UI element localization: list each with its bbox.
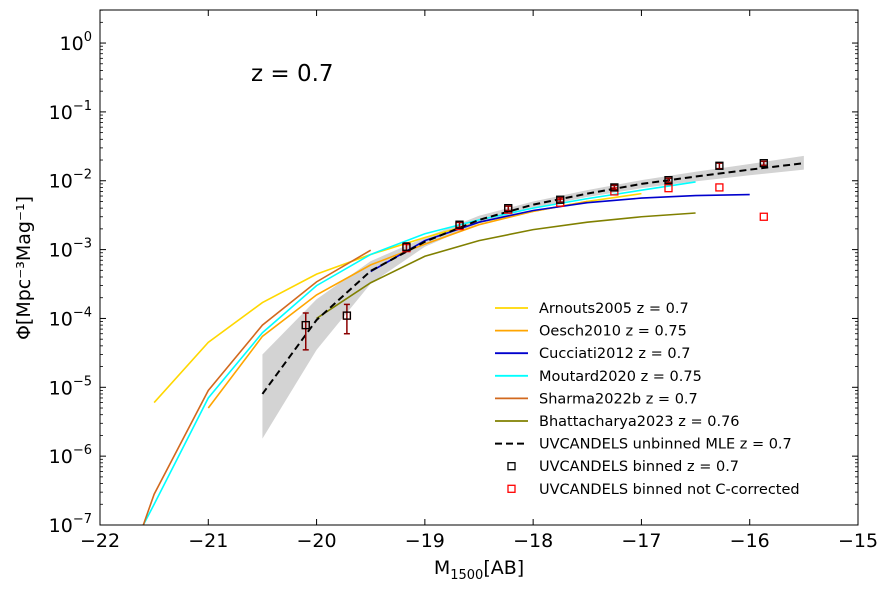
legend-marker bbox=[507, 462, 516, 471]
y-tick-label: 10−6 bbox=[49, 443, 92, 468]
legend-label: Moutard2020 z = 0.75 bbox=[539, 369, 702, 385]
series-line-5 bbox=[316, 212, 696, 320]
legend-label: Arnouts2005 z = 0.7 bbox=[539, 301, 689, 317]
binned-point bbox=[301, 320, 310, 330]
series-line-3 bbox=[142, 181, 696, 525]
y-tick-label: 10−7 bbox=[49, 512, 92, 537]
legend-label: Sharma2022b z = 0.7 bbox=[539, 391, 698, 407]
series-line-6 bbox=[261, 162, 804, 395]
x-tick-label: −20 bbox=[297, 530, 337, 552]
x-tick-label: −17 bbox=[621, 530, 661, 552]
uncertainty-band-layer bbox=[262, 155, 804, 439]
x-tick-label: −18 bbox=[513, 530, 553, 552]
legend-label: Bhattacharya2023 z = 0.76 bbox=[539, 414, 740, 430]
y-axis-label: Φ[Mpc⁻³Mag⁻¹] bbox=[13, 196, 35, 340]
legend: Arnouts2005 z = 0.7 Oesch2010 z = 0.75 Cuc… bbox=[495, 301, 800, 498]
legend-label: UVCANDELS unbinned MLE z = 0.7 bbox=[539, 437, 792, 453]
binned-point bbox=[664, 176, 673, 185]
axis-ticks-layer: −22 −21 −20 −19 −18 −17 −16 −15 10−7 10−6 10−5 10−4… bbox=[49, 9, 878, 552]
binned-point bbox=[556, 195, 565, 204]
not-corrected-point bbox=[759, 212, 768, 221]
x-axis-label: M1500[AB] bbox=[434, 557, 524, 583]
legend-label: UVCANDELS binned not C-corrected bbox=[539, 482, 800, 498]
binned-point bbox=[402, 242, 411, 251]
binned-point bbox=[455, 220, 464, 229]
y-tick-label: 10−3 bbox=[49, 237, 92, 262]
x-tick-label: −16 bbox=[730, 530, 770, 552]
legend-label: Oesch2010 z = 0.75 bbox=[539, 324, 687, 340]
binned-point bbox=[715, 161, 724, 170]
y-tick-label: 10−2 bbox=[49, 168, 92, 193]
plot-frame bbox=[99, 9, 859, 526]
binned-markers-layer bbox=[301, 159, 768, 351]
y-tick-label: 10−5 bbox=[49, 374, 92, 399]
legend-label: UVCANDELS binned z = 0.7 bbox=[539, 459, 739, 475]
x-tick-label: −15 bbox=[838, 530, 878, 552]
legend-marker bbox=[507, 484, 516, 493]
binned-point bbox=[504, 203, 513, 213]
x-tick-label: −22 bbox=[80, 530, 120, 552]
binned-point bbox=[759, 159, 768, 168]
binned-point bbox=[342, 311, 352, 320]
y-tick-label: 100 bbox=[60, 30, 92, 55]
y-tick-label: 10−1 bbox=[49, 99, 92, 124]
x-tick-label: −21 bbox=[188, 530, 228, 552]
x-tick-label: −19 bbox=[405, 530, 445, 552]
binned-point bbox=[610, 183, 619, 192]
y-tick-label: 10−4 bbox=[49, 305, 92, 330]
uncertainty-band bbox=[262, 155, 804, 439]
not-corrected-point bbox=[715, 183, 724, 192]
not-corrected-point bbox=[664, 184, 673, 193]
redshift-annotation: z = 0.7 bbox=[251, 61, 334, 87]
series-line-4 bbox=[142, 249, 372, 525]
series-line-1 bbox=[207, 200, 588, 409]
legend-label: Cucciati2012 z = 0.7 bbox=[539, 346, 690, 362]
